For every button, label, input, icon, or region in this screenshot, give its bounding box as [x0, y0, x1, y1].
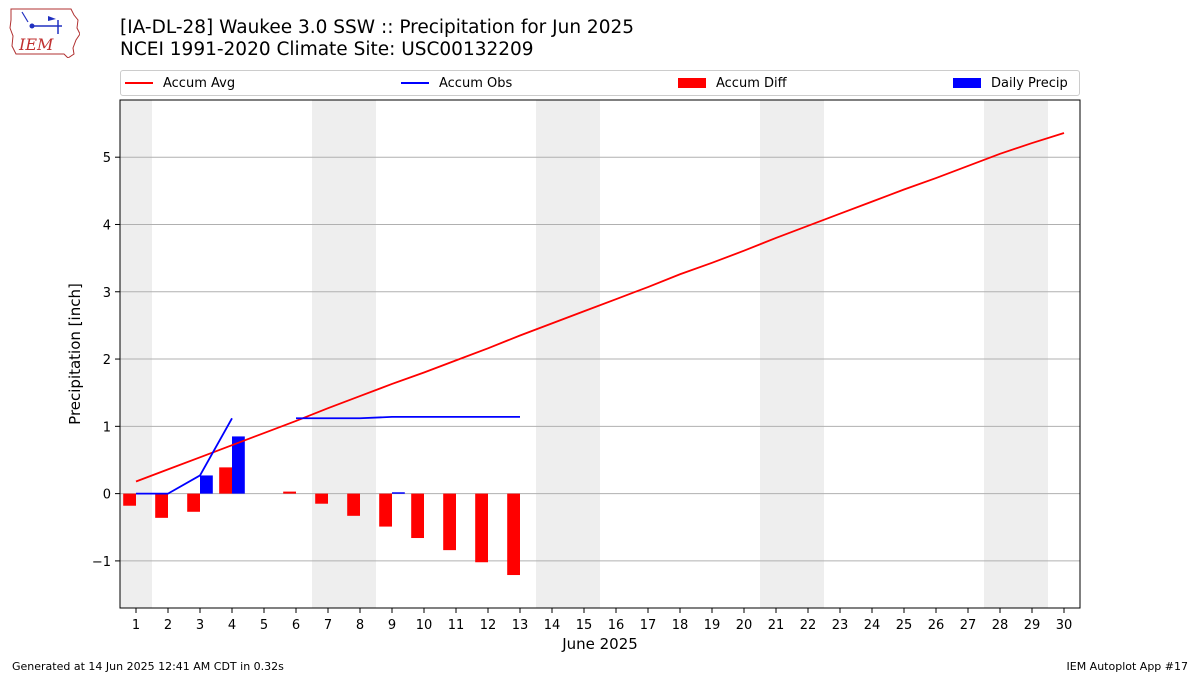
- x-tick-label: 11: [448, 618, 465, 633]
- weekend-shade-band: [984, 100, 1016, 608]
- chart-legend: Accum Avg Accum Obs Accum Diff Daily Pre…: [120, 70, 1080, 96]
- x-tick-label: 12: [480, 618, 497, 633]
- accum-diff-bar: [347, 493, 360, 516]
- accum-diff-bar: [443, 493, 456, 551]
- weekend-shading: [120, 100, 1048, 608]
- x-tick-label: 28: [992, 618, 1009, 633]
- x-tick-label: 24: [864, 618, 881, 633]
- footer-app-text: IEM Autoplot App #17: [1066, 660, 1189, 673]
- y-tick-label: 1: [103, 420, 111, 435]
- x-tick-label: 8: [356, 618, 364, 633]
- accum-avg-line: [135, 132, 1065, 483]
- x-tick-label: 27: [960, 618, 977, 633]
- y-tick-label: −1: [92, 555, 111, 570]
- iem-logo: IEM: [9, 8, 80, 58]
- x-tick-label: 5: [260, 618, 268, 633]
- logo-text: IEM: [18, 35, 54, 54]
- daily-precip-bar: [392, 492, 405, 494]
- x-tick-label: 26: [928, 618, 945, 633]
- y-tick-label: 3: [103, 286, 111, 301]
- weekend-shade-band: [312, 100, 344, 608]
- y-tick-label: 4: [103, 218, 111, 233]
- x-tick-label: 10: [416, 618, 433, 633]
- legend-label-accum-diff: Accum Diff: [716, 75, 787, 91]
- accum-diff-bar: [283, 491, 296, 494]
- x-tick-label: 16: [608, 618, 625, 633]
- legend-swatch-daily-precip: [953, 78, 981, 88]
- x-tick-label: 13: [512, 618, 529, 633]
- chart-subtitle: NCEI 1991-2020 Climate Site: USC00132209: [120, 39, 534, 60]
- accum-obs-line: [296, 416, 520, 420]
- x-tick-label: 14: [544, 618, 561, 633]
- legend-swatch-accum-diff: [678, 78, 706, 88]
- x-tick-label: 21: [768, 618, 785, 633]
- gridlines: [120, 156, 1080, 562]
- accum-diff-bar: [219, 467, 232, 494]
- chart-title: [IA-DL-28] Waukee 3.0 SSW :: Precipitati…: [120, 17, 635, 38]
- weekend-shade-band: [120, 100, 152, 608]
- legend-swatch-accum-avg: [125, 82, 153, 84]
- lines: [135, 132, 1065, 495]
- x-axis-label: June 2025: [561, 635, 638, 653]
- x-tick-label: 2: [164, 618, 172, 633]
- weekend-shade-band: [1016, 100, 1048, 608]
- accum-diff-bar: [315, 493, 328, 504]
- x-tick-label: 1: [132, 618, 140, 633]
- legend-item-accum-diff: Accum Diff: [678, 74, 787, 92]
- accum-obs-line: [136, 417, 233, 495]
- accum-diff-bar: [475, 493, 488, 563]
- daily-precip-bar: [200, 475, 213, 494]
- x-tick-label: 23: [832, 618, 849, 633]
- y-tick-label: 0: [103, 488, 111, 503]
- x-tick-label: 20: [736, 618, 753, 633]
- y-tick-label: 2: [103, 353, 111, 368]
- x-tick-label: 18: [672, 618, 689, 633]
- accum-diff-bar: [155, 493, 168, 518]
- legend-label-accum-obs: Accum Obs: [439, 75, 513, 91]
- x-tick-label: 3: [196, 618, 204, 633]
- x-tick-label: 15: [576, 618, 593, 633]
- weekend-shade-band: [792, 100, 824, 608]
- x-tick-label: 4: [228, 618, 236, 633]
- x-tick-label: 29: [1024, 618, 1041, 633]
- daily-precip-bar: [232, 436, 245, 494]
- y-tick-label: 5: [103, 151, 111, 166]
- bars: [123, 436, 520, 576]
- plot-area-frame: [119, 99, 1081, 609]
- accum-diff-bar: [507, 493, 520, 576]
- x-tick-label: 22: [800, 618, 817, 633]
- legend-item-accum-obs: Accum Obs: [401, 74, 512, 92]
- accum-diff-bar: [123, 493, 136, 506]
- x-tick-label: 7: [324, 618, 332, 633]
- accum-diff-bar: [379, 493, 392, 527]
- legend-item-accum-avg: Accum Avg: [125, 74, 235, 92]
- x-tick-label: 19: [704, 618, 721, 633]
- legend-label-daily-precip: Daily Precip: [991, 75, 1068, 91]
- accum-diff-bar: [411, 493, 424, 539]
- x-tick-label: 6: [292, 618, 300, 633]
- x-tick-label: 25: [896, 618, 913, 633]
- weekend-shade-band: [536, 100, 568, 608]
- accum-diff-bar: [187, 493, 200, 512]
- footer-generated-text: Generated at 14 Jun 2025 12:41 AM CDT in…: [12, 660, 284, 673]
- legend-item-daily-precip: Daily Precip: [953, 74, 1068, 92]
- x-tick-label: 30: [1056, 618, 1073, 633]
- x-tick-label: 17: [640, 618, 657, 633]
- x-tick-label: 9: [388, 618, 396, 633]
- legend-swatch-accum-obs: [401, 82, 429, 84]
- legend-label-accum-avg: Accum Avg: [163, 75, 236, 91]
- weekend-shade-band: [568, 100, 600, 608]
- y-axis-label: Precipitation [inch]: [66, 283, 84, 425]
- weekend-shade-band: [344, 100, 376, 608]
- weekend-shade-band: [760, 100, 792, 608]
